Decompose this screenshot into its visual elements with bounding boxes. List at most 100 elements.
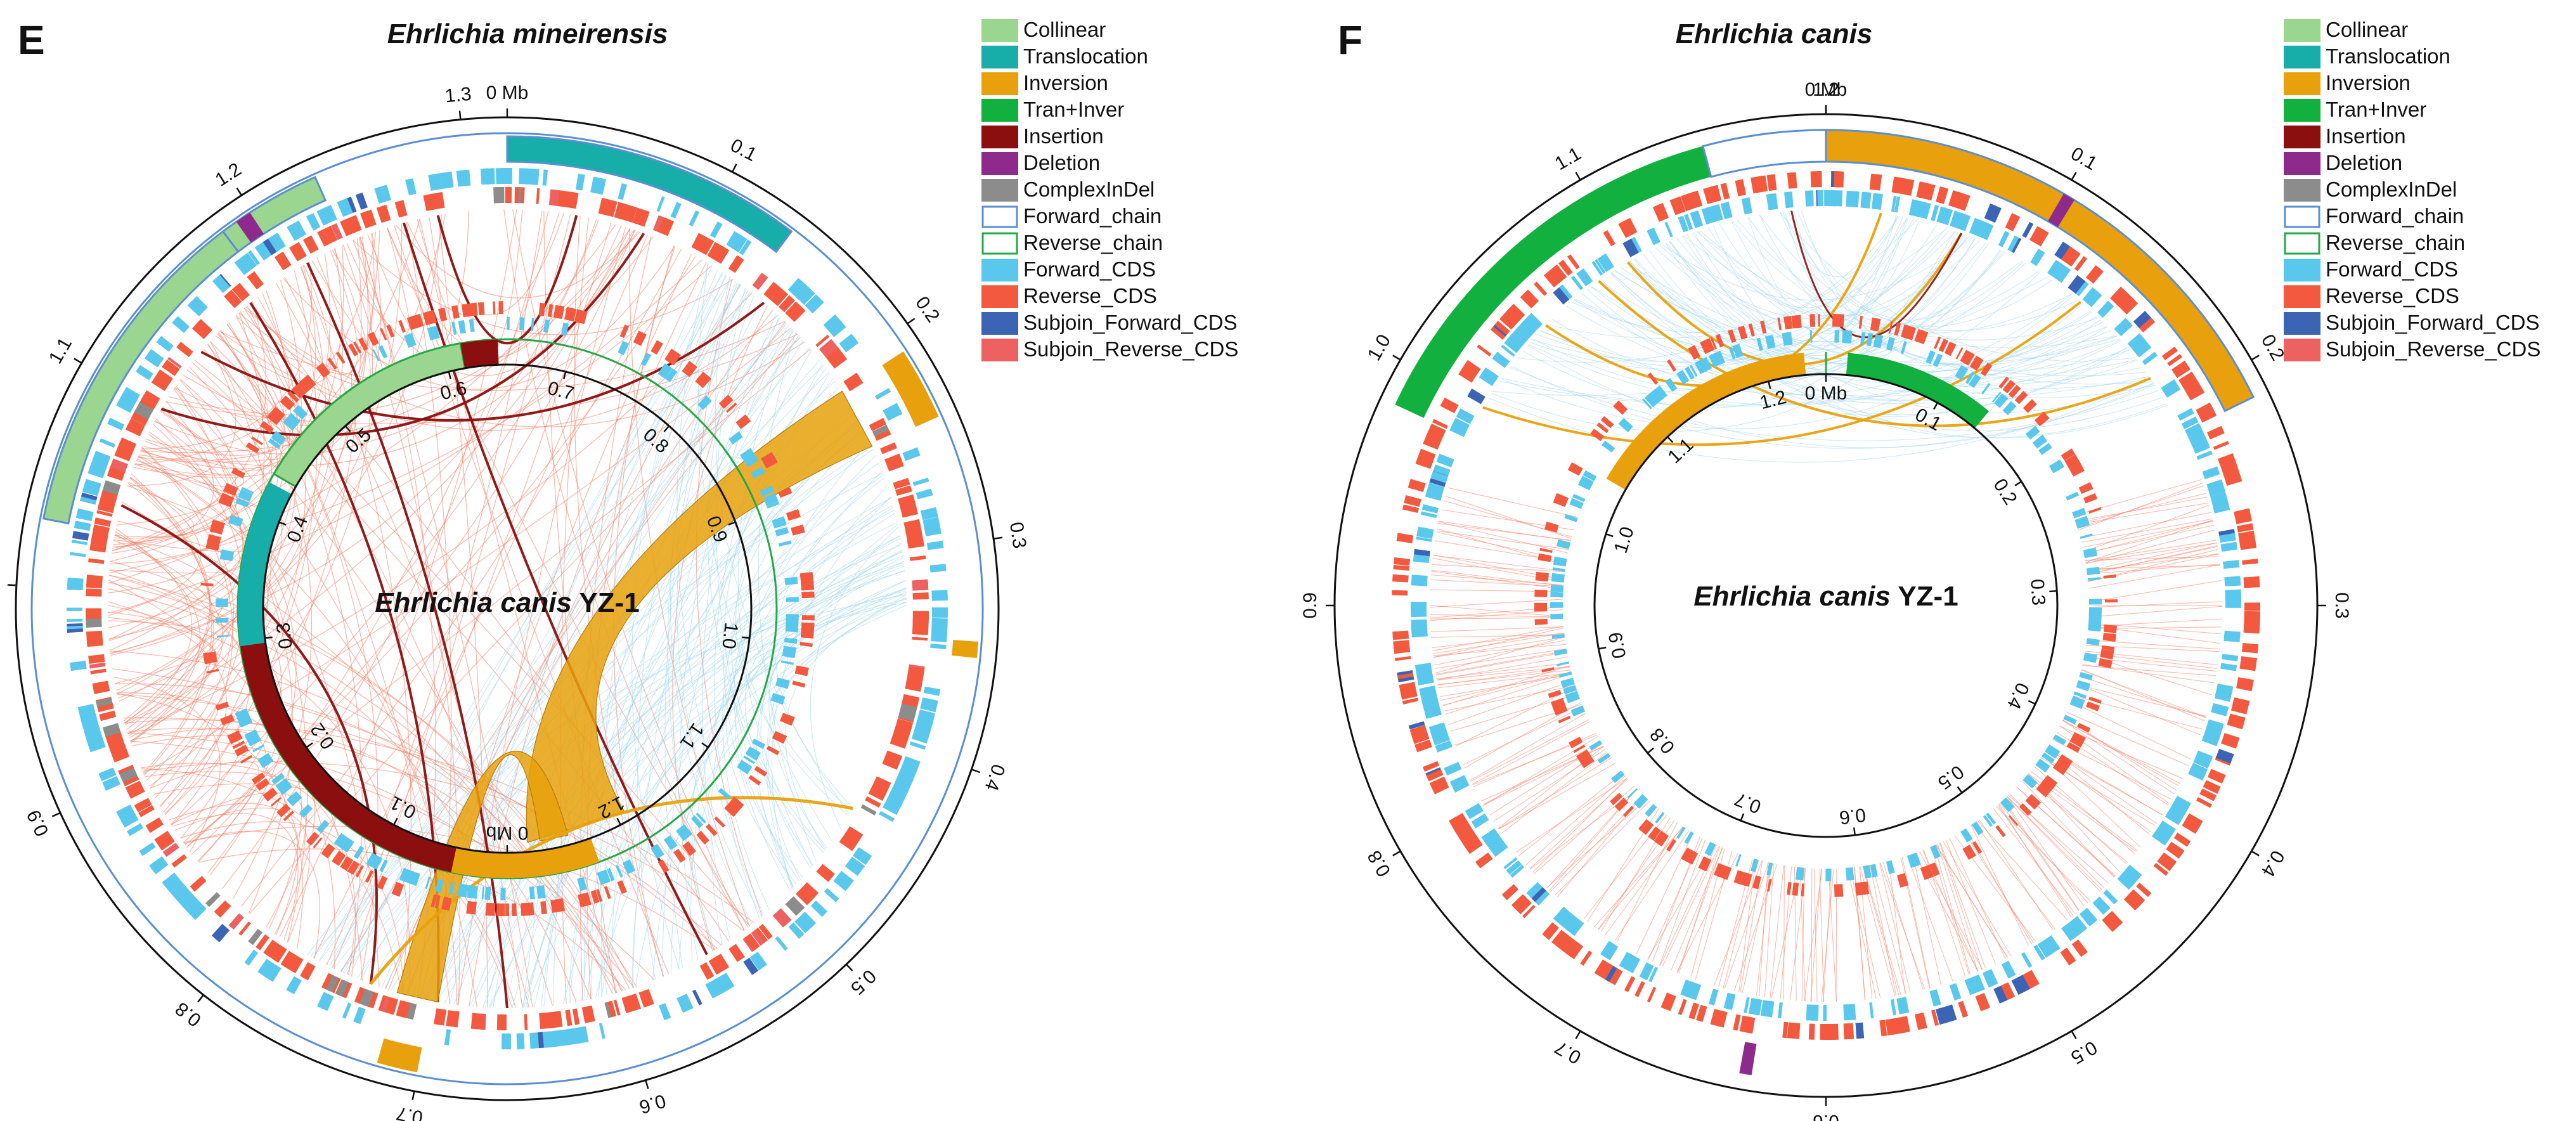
panel-e-reverse-cds bbox=[657, 217, 675, 237]
panel-e-reverse-cds bbox=[541, 1013, 545, 1029]
panel-e-complex-indel bbox=[493, 187, 505, 204]
panel-f-inner-reverse-cds bbox=[1794, 314, 1802, 328]
panel-e-inner-forward-cds bbox=[775, 527, 789, 536]
panel-e-inner-forward-cds bbox=[665, 368, 678, 382]
panel-f-inner-reverse-cds bbox=[1832, 314, 1837, 327]
panel-e-forward-cds bbox=[212, 275, 230, 294]
panel-f-inner-forward-cds bbox=[2088, 613, 2102, 622]
panel-f-collinear-link bbox=[1828, 868, 1837, 1002]
panel-f-forward-cds bbox=[2210, 491, 2228, 505]
legend-label: Insertion bbox=[1023, 124, 1104, 148]
panel-f-inner-reverse-cds bbox=[1698, 856, 1712, 872]
panel-f-forward-cds bbox=[1678, 215, 1689, 233]
panel-f-forward-cds bbox=[2061, 924, 2076, 942]
panel-e-inner-tick-label: 0.3 bbox=[273, 621, 297, 650]
panel-f-inner-reverse-cds bbox=[2034, 411, 2050, 427]
panel-e-forward-cds bbox=[316, 208, 330, 226]
panel-f-forward-link bbox=[1509, 366, 2159, 441]
panel-e-inner-reverse-cds bbox=[367, 332, 379, 346]
panel-e-forward-link bbox=[482, 592, 907, 1008]
panel-e-reverse-cds bbox=[317, 229, 331, 247]
legend-label: Translocation bbox=[2326, 44, 2450, 68]
panel-f-tick-mark bbox=[1605, 533, 1614, 538]
panel-e-complex-indel bbox=[102, 723, 121, 737]
panel-f-forward-cds bbox=[1420, 511, 1437, 519]
panel-e-reverse-cds bbox=[321, 973, 333, 990]
panel-f-collinear-link bbox=[2075, 496, 2208, 522]
panel-e-forward-cds bbox=[91, 454, 110, 469]
panel-f-reverse-cds bbox=[2024, 969, 2040, 988]
panel-e-forward-cds bbox=[428, 173, 441, 191]
panel-f-collinear-link bbox=[2062, 720, 2175, 794]
panel-e-inner-forward-cds bbox=[500, 887, 506, 900]
panel-e-inner-forward-cds bbox=[333, 833, 347, 847]
panel-e-reverse-cds bbox=[632, 207, 646, 226]
panel-e-reverse-cds bbox=[707, 242, 722, 260]
panel-f-inner-forward-cds bbox=[1886, 860, 1895, 874]
panel-e-reverse-cds bbox=[389, 998, 398, 1015]
panel-e-reverse-cds bbox=[323, 225, 338, 243]
panel-e-forward-cds bbox=[810, 900, 828, 917]
legend-swatch bbox=[2284, 232, 2320, 255]
panel-e-reverse-cds bbox=[870, 787, 886, 798]
panel-e-forward-link bbox=[652, 524, 898, 981]
panel-f-forward-cds bbox=[2007, 235, 2019, 252]
legend-swatch bbox=[2284, 126, 2320, 148]
panel-e-reverse-cds bbox=[126, 418, 145, 437]
panel-e-reverse-link bbox=[215, 264, 332, 384]
panel-f-forward-cds bbox=[1526, 882, 1544, 900]
panel-f-inner-reverse-cds bbox=[2101, 645, 2115, 651]
panel-f-inner-forward-cds bbox=[1550, 585, 1564, 590]
panel-e-inner-forward-cds bbox=[780, 660, 794, 665]
panel-e-forward-cds bbox=[480, 168, 494, 185]
panel-e-forward-cds bbox=[162, 873, 181, 891]
panel-e-reverse-cds bbox=[606, 1001, 617, 1018]
panel-e-inversion-link bbox=[369, 796, 854, 985]
panel-f-inner-reverse-cds bbox=[1998, 376, 2010, 389]
panel-e-forward-cds bbox=[262, 962, 279, 980]
panel-f-reverse-cds bbox=[1893, 176, 1901, 193]
panel-f-reverse-cds bbox=[2071, 939, 2088, 957]
panel-e-complex-indel bbox=[518, 187, 522, 204]
panel-e-inner-reverse-cds bbox=[498, 301, 503, 314]
panel-e-reverse-cds bbox=[171, 854, 187, 868]
panel-f-inner-forward-cds bbox=[1886, 337, 1895, 351]
panel-e-complex-indel bbox=[899, 703, 917, 717]
panel-e-inner-forward-cds bbox=[216, 598, 229, 607]
panel-e-complex-indel bbox=[248, 928, 263, 945]
panel-f-forward-cds bbox=[1932, 205, 1939, 221]
panel-f-inner-reverse-cds bbox=[1640, 820, 1654, 835]
legend-label: Collinear bbox=[1023, 18, 1106, 41]
panel-e-reverse-cds bbox=[94, 517, 112, 528]
panel-e-forward-cds bbox=[75, 511, 93, 521]
panel-f-forward-cds bbox=[1705, 204, 1722, 224]
panel-e-reverse-cds bbox=[865, 796, 881, 808]
panel-f-inner-forward-cds bbox=[2063, 715, 2077, 725]
panel-f-reverse-cds bbox=[1423, 761, 1440, 772]
panel-f-reverse-cds bbox=[1501, 309, 1520, 328]
panel-e-inner-reverse-cds bbox=[489, 903, 495, 916]
panel-e-inner-reverse-cds bbox=[604, 886, 611, 900]
panel-f-forward-cds bbox=[1430, 726, 1447, 737]
panel-e-inner-forward-cds bbox=[283, 418, 296, 431]
panel-f-collinear-link bbox=[1432, 644, 1566, 656]
panel-f-inner-forward-cds bbox=[1712, 353, 1721, 366]
panel-f-reverse-cds bbox=[1901, 178, 1915, 196]
panel-e-inner-reverse-cds bbox=[754, 766, 768, 777]
panel-f-collinear-link bbox=[1936, 844, 2009, 958]
panel-f-reverse-cds bbox=[1710, 1009, 1727, 1028]
panel-f-collinear-link bbox=[2076, 502, 2209, 525]
panel-f-reverse-cds bbox=[2242, 559, 2258, 565]
panel-f-forward-link bbox=[1581, 238, 1976, 380]
panel-e-forward-cds bbox=[77, 703, 96, 718]
panel-f-collinear-link bbox=[1998, 803, 2072, 917]
panel-f-inner-forward-cds bbox=[1991, 391, 2002, 403]
legend-label: Forward_CDS bbox=[2326, 257, 2458, 281]
legend-label: Deletion bbox=[1023, 151, 1100, 174]
panel-e-inner-reverse-cds bbox=[496, 903, 505, 916]
panel-e-reverse-cds bbox=[263, 940, 279, 957]
panel-e-inner-reverse-cds bbox=[705, 824, 718, 836]
panel-f-collinear-link bbox=[1432, 633, 1565, 654]
panel-f-reverse-cds bbox=[1558, 259, 1573, 276]
panel-f-reverse-cds bbox=[2114, 290, 2134, 311]
